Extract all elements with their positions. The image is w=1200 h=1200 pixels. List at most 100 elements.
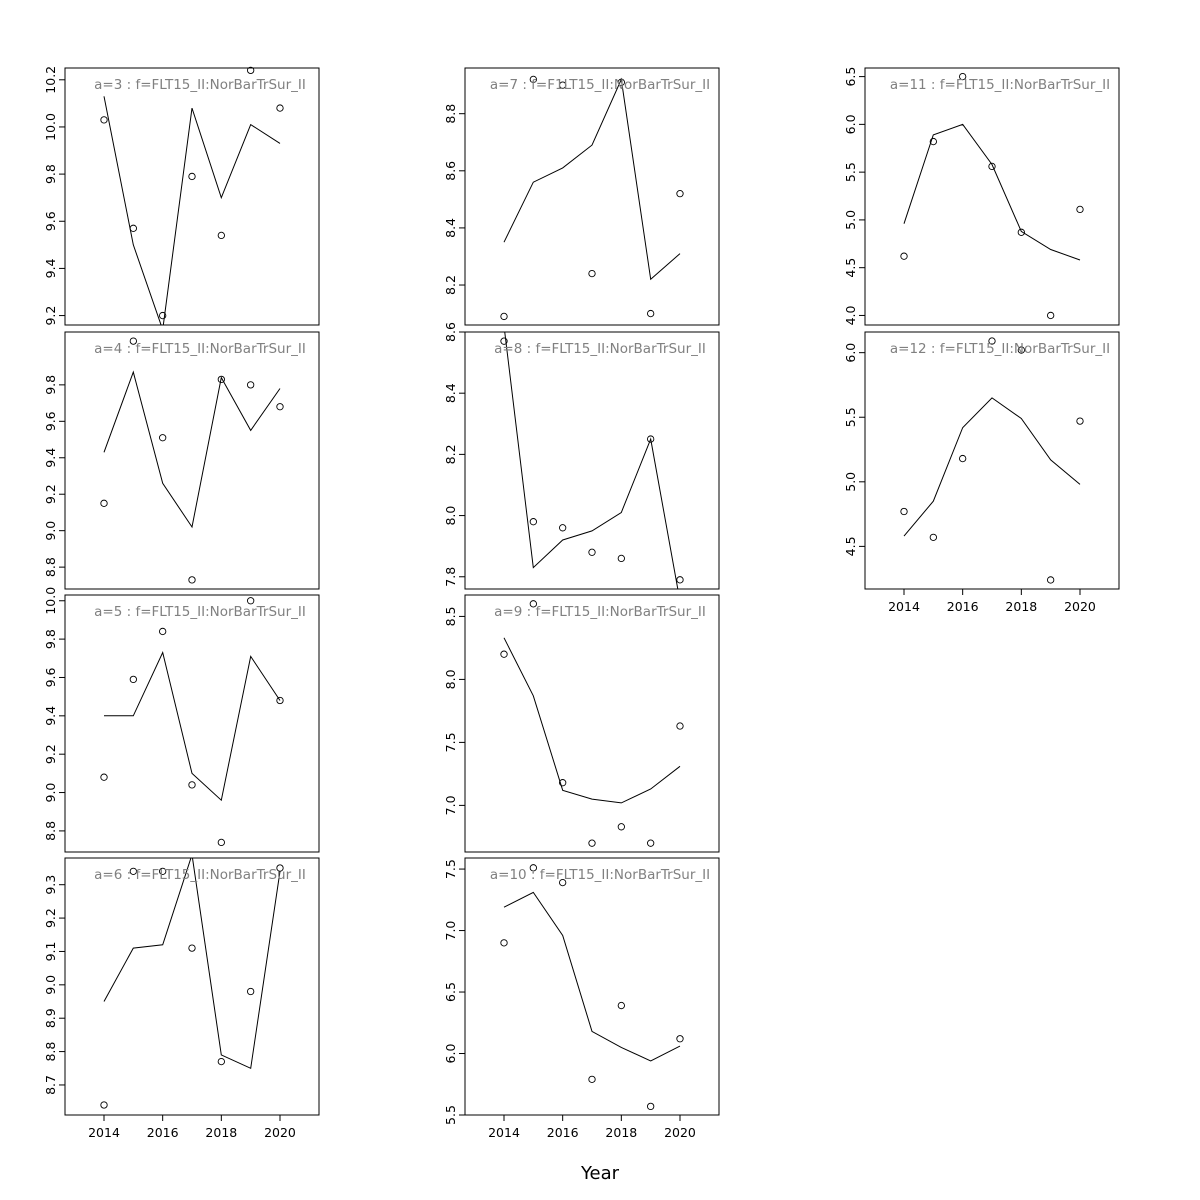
observed-point — [276, 864, 284, 872]
observed-point — [1076, 417, 1084, 425]
observed-point — [129, 867, 137, 876]
fitted-line — [103, 370, 281, 529]
panel-5: 7.8 8.0 8.2 8.4 8.6 a=8 : f=FLT15_II:NorBarTr… — [443, 322, 720, 590]
y-tick-label: 9.0 — [43, 975, 58, 995]
y-tick-label: 9.2 — [43, 306, 58, 326]
observed-point — [217, 838, 225, 847]
observed-point — [100, 499, 108, 507]
plot-frame — [464, 594, 720, 853]
y-tick-label: 8.2 — [443, 275, 458, 295]
panel-title: a=12 : f=FLT15_II:NorBarTrSur_II — [890, 341, 1110, 357]
observed-point — [247, 987, 255, 996]
panel-title: a=11 : f=FLT15_II:NorBarTrSur_II — [890, 77, 1110, 93]
observed-point — [988, 337, 996, 345]
observed-point — [129, 337, 137, 345]
observed-point — [529, 75, 537, 84]
observed-point — [1017, 346, 1025, 354]
y-tick-label: 4.0 — [843, 305, 858, 325]
y-tick-label: 9.2 — [43, 908, 58, 928]
observed-point — [1076, 205, 1084, 214]
observed-point — [188, 172, 196, 181]
y-tick-label: 9.0 — [43, 521, 58, 541]
plot-frame — [64, 857, 320, 1116]
observed-point — [100, 1101, 108, 1109]
observed-point — [647, 1102, 655, 1111]
y-tick-label: 7.0 — [443, 921, 458, 941]
y-tick-label: 9.0 — [43, 783, 58, 803]
panel-title: a=3 : f=FLT15_II:NorBarTrSur_II — [94, 77, 306, 93]
x-tick-label: 2018 — [1005, 599, 1037, 614]
observed-point — [100, 773, 108, 781]
observed-point — [276, 104, 284, 112]
observed-point — [588, 548, 596, 556]
observed-point — [959, 72, 967, 81]
y-tick-label: 4.5 — [843, 258, 858, 278]
panel-title: a=10 : f=FLT15_II:NorBarTrSur_II — [490, 867, 710, 883]
observed-point — [529, 600, 537, 608]
observed-point — [676, 189, 684, 198]
observed-point — [900, 507, 908, 516]
x-tick-label: 2014 — [488, 1125, 520, 1140]
plot-frame — [64, 331, 320, 590]
x-tick-label: 2020 — [664, 1125, 696, 1140]
y-tick-label: 8.8 — [443, 104, 458, 124]
observed-point — [559, 779, 567, 787]
plot-frame — [464, 331, 720, 590]
y-tick-label: 9.8 — [43, 375, 58, 395]
y-tick-label: 8.8 — [43, 1042, 58, 1062]
panel-7: 5.5 6.0 6.5 7.0 7.5 2014 2016 2018 2020 a=10 : f=… — [443, 857, 720, 1140]
observed-point — [988, 162, 996, 171]
panel-9: 4.5 5.0 5.5 6.0 2014 2016 2018 2020 a=12 : f=FLT… — [843, 331, 1120, 614]
observed-point — [617, 823, 625, 831]
fitted-line — [503, 77, 681, 281]
observed-point — [500, 939, 508, 947]
y-tick-label: 9.4 — [43, 706, 58, 726]
fitted-line — [103, 96, 281, 325]
observed-point — [559, 81, 567, 89]
y-tick-label: 5.0 — [843, 210, 858, 230]
observed-point — [1017, 228, 1025, 236]
observed-point — [217, 1057, 225, 1066]
panel-title: a=9 : f=FLT15_II:NorBarTrSur_II — [494, 604, 706, 620]
y-tick-label: 5.0 — [843, 472, 858, 492]
x-tick-label: 2018 — [605, 1125, 637, 1140]
observed-point — [500, 650, 508, 658]
observed-point — [188, 944, 196, 952]
panel-title: a=7 : f=F1LT15_II:NorBarTrSur_II — [490, 77, 710, 93]
plot-frame — [864, 331, 1120, 590]
plot-frame — [64, 594, 320, 853]
fitted-line — [504, 332, 679, 589]
y-tick-label: 8.9 — [43, 1008, 58, 1028]
observed-point — [247, 381, 255, 389]
observed-point — [159, 627, 167, 636]
plot-frame — [464, 67, 720, 326]
observed-point — [247, 66, 255, 75]
y-tick-label: 7.8 — [443, 567, 458, 587]
x-tick-label: 2016 — [547, 1125, 579, 1140]
y-tick-label: 5.5 — [843, 407, 858, 427]
y-tick-label: 9.6 — [43, 211, 58, 231]
y-tick-label: 9.6 — [43, 411, 58, 431]
x-tick-label: 2014 — [88, 1125, 120, 1140]
y-tick-label: 7.5 — [443, 859, 458, 879]
observed-point — [100, 116, 108, 124]
observed-point — [217, 231, 225, 240]
y-tick-label: 7.5 — [443, 732, 458, 752]
panel-title: a=6 : f=FLT15_II:NorBarTrSur_II — [94, 867, 306, 883]
panel-1: 8.8 9.0 9.2 9.4 9.6 9.8 a=4 : f=FLT15_II:NorBa… — [43, 331, 320, 590]
fitted-line — [503, 891, 681, 1062]
observed-point — [588, 269, 596, 278]
panel-6: 7.0 7.5 8.0 8.5 a=9 : f=FLT15_II:NorBarTrSur… — [443, 594, 720, 853]
observed-point — [129, 675, 137, 684]
observed-point — [617, 554, 625, 563]
y-tick-label: 5.5 — [443, 1105, 458, 1125]
panel-4: 8.2 8.4 8.6 8.8 a=7 : f=F1LT15_II:NorBarTrSu… — [443, 67, 720, 326]
y-tick-label: 4.5 — [843, 536, 858, 556]
y-tick-label: 8.6 — [443, 322, 458, 342]
y-tick-label: 8.8 — [43, 557, 58, 577]
panel-8: 4.0 4.5 5.0 5.5 6.0 6.5 a=11 : f=FLT15_II:NorB… — [843, 67, 1120, 326]
observed-point — [676, 576, 684, 584]
y-tick-label: 7.0 — [443, 795, 458, 815]
y-tick-label: 9.2 — [43, 744, 58, 764]
observed-point — [500, 312, 508, 321]
